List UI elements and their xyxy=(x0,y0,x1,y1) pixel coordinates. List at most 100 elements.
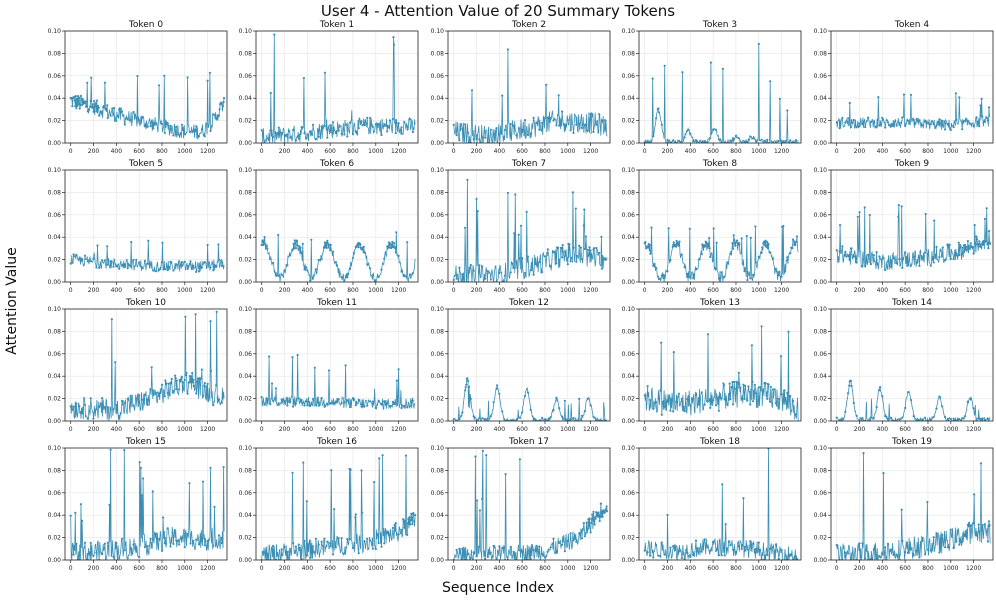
data-point xyxy=(732,139,735,142)
x-tick-label: 200 xyxy=(88,426,100,433)
x-tick-label: 1200 xyxy=(583,565,598,572)
data-point xyxy=(892,257,895,260)
x-tick-label: 1000 xyxy=(177,287,192,294)
data-point xyxy=(280,131,283,135)
data-point xyxy=(169,545,172,548)
y-tick-label: 0.00 xyxy=(239,418,253,425)
data-point xyxy=(455,548,458,552)
data-point xyxy=(961,246,964,249)
x-tick-label: 800 xyxy=(347,287,359,294)
data-point xyxy=(901,539,904,543)
y-tick-label: 0.08 xyxy=(622,50,636,57)
data-point xyxy=(109,114,112,117)
data-point xyxy=(394,402,397,405)
data-point xyxy=(752,400,755,403)
data-point xyxy=(720,271,723,274)
data-point xyxy=(300,126,303,129)
data-point xyxy=(323,124,326,127)
data-point xyxy=(563,123,567,126)
data-point xyxy=(881,257,884,260)
data-point xyxy=(466,377,469,380)
data-point xyxy=(166,527,169,530)
data-point xyxy=(589,404,592,407)
data-point xyxy=(78,107,81,110)
data-point xyxy=(855,414,858,417)
data-point xyxy=(932,415,935,418)
y-tick-label: 0.06 xyxy=(622,73,636,80)
data-point xyxy=(260,396,263,399)
data-point xyxy=(311,545,315,548)
data-point xyxy=(583,410,587,413)
data-point xyxy=(680,556,683,560)
data-point xyxy=(968,247,971,250)
data-point xyxy=(262,243,265,246)
data-point xyxy=(895,124,898,127)
data-point xyxy=(101,397,104,400)
data-point xyxy=(86,260,89,263)
data-point xyxy=(81,258,84,261)
data-point xyxy=(878,124,881,127)
data-point xyxy=(79,104,82,107)
data-point xyxy=(572,131,575,134)
data-point xyxy=(390,246,393,250)
data-point xyxy=(652,407,655,410)
data-point xyxy=(769,400,772,403)
data-point xyxy=(112,113,115,116)
data-point xyxy=(706,333,710,336)
data-point xyxy=(363,251,366,254)
data-point xyxy=(72,253,75,256)
data-point xyxy=(708,247,711,250)
data-point xyxy=(541,553,544,556)
data-point xyxy=(408,273,412,276)
data-point xyxy=(786,256,789,259)
data-point xyxy=(521,257,524,260)
data-point xyxy=(847,552,850,555)
data-point xyxy=(869,416,873,419)
x-tick-label: 200 xyxy=(279,565,291,572)
data-point xyxy=(495,387,498,390)
data-point xyxy=(924,120,927,123)
data-point xyxy=(972,252,975,255)
x-tick-label: 1000 xyxy=(177,148,192,155)
data-point xyxy=(712,399,715,402)
data-point xyxy=(546,248,549,251)
data-point xyxy=(273,33,276,36)
x-tick-label: 0 xyxy=(643,426,647,433)
data-point xyxy=(881,395,884,398)
data-point xyxy=(986,540,990,543)
data-point xyxy=(852,255,855,258)
data-point xyxy=(909,548,913,551)
data-point xyxy=(205,385,208,388)
data-point xyxy=(158,392,161,395)
data-point xyxy=(120,537,124,540)
data-point xyxy=(388,404,392,407)
data-point xyxy=(91,103,94,106)
data-point xyxy=(543,117,547,120)
data-point xyxy=(578,122,581,125)
data-point xyxy=(549,416,552,419)
data-point xyxy=(357,127,360,130)
x-tick-label: 400 xyxy=(494,148,506,155)
data-point xyxy=(932,123,935,126)
data-point xyxy=(139,466,142,469)
data-point xyxy=(314,403,317,406)
data-point xyxy=(334,261,337,264)
data-point xyxy=(380,133,383,137)
y-tick-label: 0.02 xyxy=(239,396,253,403)
data-point xyxy=(346,538,349,541)
data-point xyxy=(123,263,126,266)
data-point xyxy=(743,397,746,400)
y-tick-label: 0.10 xyxy=(431,445,445,452)
data-point xyxy=(518,549,521,552)
data-point xyxy=(486,270,489,273)
data-point xyxy=(935,532,938,535)
data-point xyxy=(220,401,223,404)
data-point xyxy=(904,124,907,128)
data-point xyxy=(209,266,212,269)
data-point xyxy=(138,261,141,264)
data-point xyxy=(343,133,346,136)
data-point xyxy=(529,557,532,560)
data-point xyxy=(847,392,850,395)
data-point xyxy=(464,226,467,229)
data-point xyxy=(961,128,964,131)
